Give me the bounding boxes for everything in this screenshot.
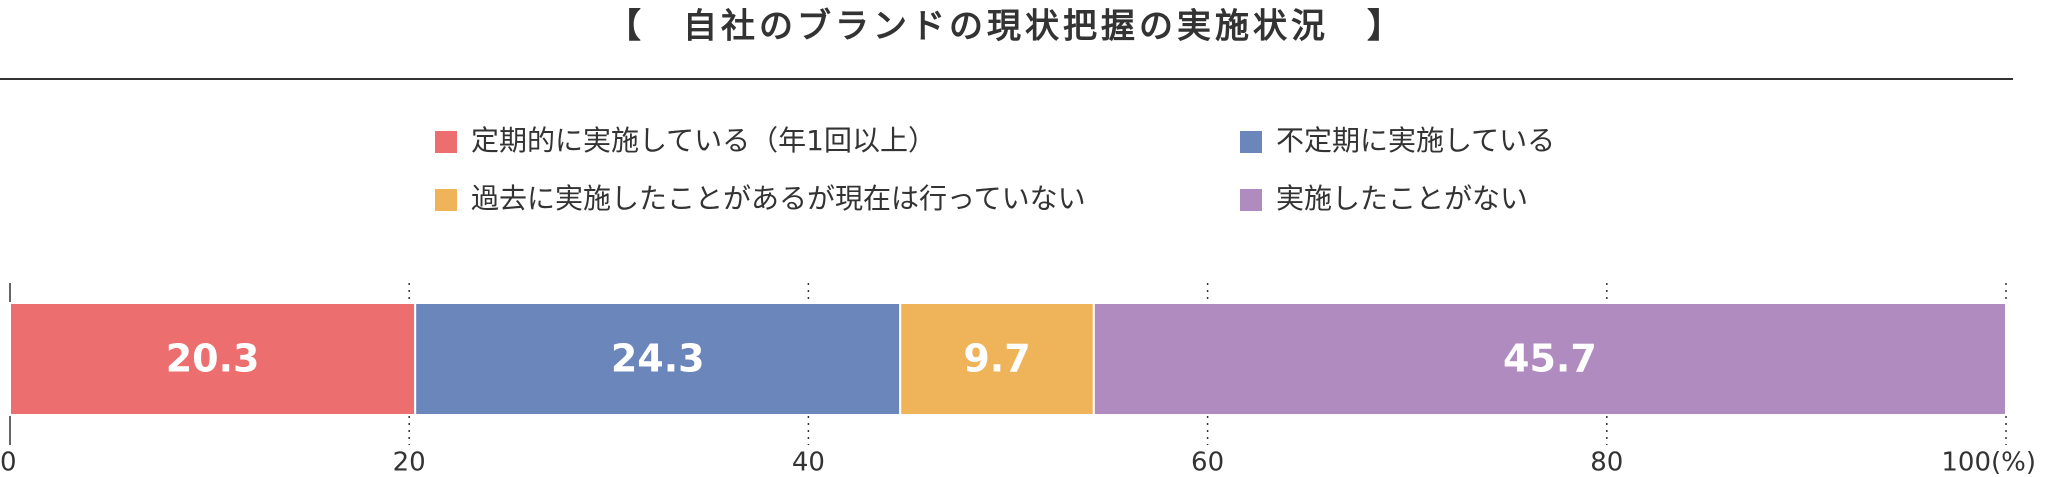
chart-title: 【 自社のブランドの現状把握の実施状況 】	[607, 7, 1405, 47]
data-label: 20.3	[166, 337, 260, 381]
x-tick-label: 0	[0, 448, 17, 477]
x-tick-label: 80	[1590, 448, 1623, 477]
legend-label: 定期的に実施している（年1回以上）	[471, 124, 936, 157]
legend-swatch	[1240, 131, 1262, 153]
x-tick-label: 100(%)	[1941, 448, 2036, 477]
data-label: 45.7	[1503, 337, 1597, 381]
bar-segment	[9, 302, 417, 416]
bar-segment	[1092, 302, 2007, 416]
x-tick-label: 40	[792, 448, 825, 477]
legend-label: 不定期に実施している	[1276, 124, 1555, 157]
legend-swatch	[435, 131, 457, 153]
x-tick-label: 60	[1191, 448, 1224, 477]
data-label: 9.7	[963, 337, 1030, 381]
x-tick-label: 20	[393, 448, 426, 477]
legend-label: 過去に実施したことがあるが現在は行っていない	[471, 182, 1086, 215]
legend-label: 実施したことがない	[1276, 182, 1528, 215]
legend-swatch	[435, 189, 457, 211]
bar-segment	[414, 302, 902, 416]
legend-swatch	[1240, 189, 1262, 211]
data-label: 24.3	[611, 337, 705, 381]
bar-segment	[899, 302, 1095, 416]
